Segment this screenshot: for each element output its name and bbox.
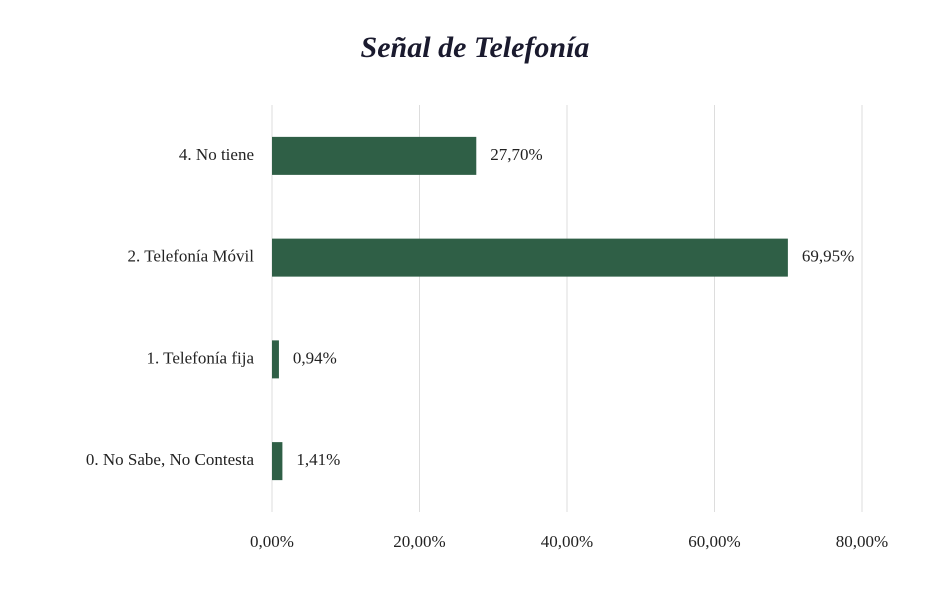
chart-title: Señal de Telefonía [361, 31, 590, 64]
bar [272, 340, 279, 379]
x-tick-label: 80,00% [836, 532, 888, 551]
y-tick-label: 0. No Sabe, No Contesta [86, 450, 255, 469]
x-tick-label: 60,00% [688, 532, 740, 551]
bar [272, 136, 477, 175]
x-tick-label: 20,00% [393, 532, 445, 551]
y-tick-label: 4. No tiene [179, 145, 254, 164]
data-label: 27,70% [490, 145, 542, 164]
y-tick-label: 1. Telefonía fija [146, 348, 254, 367]
y-tick-label: 2. Telefonía Móvil [128, 247, 255, 266]
x-tick-label: 0,00% [250, 532, 294, 551]
bar [272, 238, 788, 277]
data-label: 1,41% [296, 450, 340, 469]
data-label: 69,95% [802, 247, 854, 266]
bar [272, 442, 283, 481]
data-label: 0,94% [293, 348, 337, 367]
x-tick-label: 40,00% [541, 532, 593, 551]
